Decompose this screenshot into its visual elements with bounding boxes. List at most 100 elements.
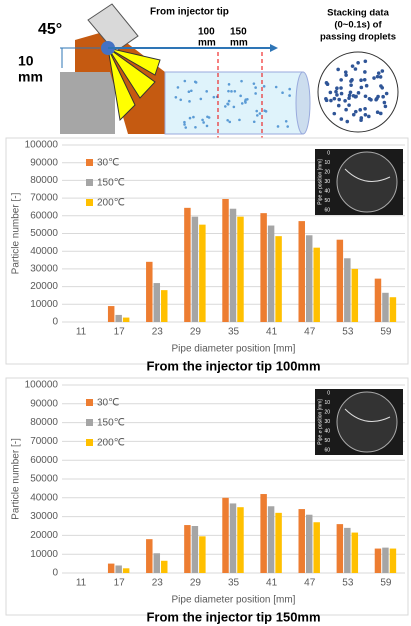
y-tick-label: 90000 xyxy=(30,398,58,409)
inset-tick: 40 xyxy=(324,188,330,194)
droplet xyxy=(343,98,347,103)
droplet xyxy=(258,112,262,115)
y-tick-label: 70000 xyxy=(30,193,58,204)
injector-body xyxy=(60,72,115,134)
droplet xyxy=(344,73,348,77)
droplet xyxy=(332,96,337,101)
inset-label: Pipe ⌀ position [mm] xyxy=(317,159,323,205)
bar xyxy=(351,268,359,322)
bar xyxy=(161,560,168,573)
caption: From the injector tip 100mm xyxy=(146,358,320,373)
y-tick-label: 20000 xyxy=(30,281,58,292)
droplet xyxy=(359,78,363,82)
droplet xyxy=(179,98,183,102)
y-tick-label: 90000 xyxy=(30,157,58,168)
chart-frame xyxy=(5,137,409,365)
inset-tick: 0 xyxy=(327,390,330,396)
bar xyxy=(351,532,359,573)
y-tick-label: 20000 xyxy=(30,530,58,541)
droplet xyxy=(254,86,257,89)
droplet xyxy=(262,85,266,88)
stack-label: Stacking data xyxy=(327,8,389,19)
bar xyxy=(313,522,320,573)
bar xyxy=(191,216,199,322)
droplet xyxy=(192,115,195,119)
bar xyxy=(153,283,161,322)
droplet xyxy=(381,94,385,99)
droplet xyxy=(205,124,209,128)
x-tick-label: 35 xyxy=(228,327,240,338)
x-tick-label: 53 xyxy=(342,578,354,589)
bar xyxy=(184,525,191,573)
x-tick-label: 29 xyxy=(190,327,202,338)
x-axis-label: Pipe diameter position [mm] xyxy=(172,595,296,606)
droplet xyxy=(288,87,291,91)
x-tick-label: 11 xyxy=(76,327,87,338)
bar xyxy=(153,553,161,573)
droplet xyxy=(274,85,278,89)
bar xyxy=(122,317,130,322)
pos-label: mm xyxy=(230,38,248,49)
stack-label: (0~0.1s) of xyxy=(334,20,382,31)
droplet xyxy=(252,82,256,85)
legend-label: 150℃ xyxy=(97,418,125,429)
inset-spray xyxy=(344,168,391,182)
bar xyxy=(305,235,313,322)
pos-label: 150 xyxy=(230,27,247,38)
droplet xyxy=(240,79,243,83)
inset-label: Pipe ⌀ position [mm] xyxy=(317,399,323,445)
droplet xyxy=(286,125,289,128)
bar xyxy=(115,314,122,322)
droplet xyxy=(336,67,340,72)
y-tick-label: 60000 xyxy=(30,210,58,221)
droplet xyxy=(347,96,351,101)
x-axis-label: Pipe diameter position [mm] xyxy=(172,344,296,355)
legend-swatch xyxy=(86,179,93,186)
droplet xyxy=(375,110,380,114)
y-tick-label: 70000 xyxy=(30,436,58,447)
y-tick-label: 50000 xyxy=(30,228,58,239)
droplet xyxy=(356,91,361,95)
inset-tick: 50 xyxy=(324,198,330,204)
legend-label: 30℃ xyxy=(97,398,119,409)
droplet xyxy=(212,95,216,99)
inset-tick: 20 xyxy=(324,409,330,415)
droplet xyxy=(383,104,388,109)
bar xyxy=(336,524,344,573)
droplet xyxy=(228,120,232,124)
bar xyxy=(237,216,244,322)
droplet xyxy=(347,93,352,98)
droplet xyxy=(350,78,354,82)
bar xyxy=(336,239,344,322)
droplet xyxy=(347,103,351,107)
droplet xyxy=(339,91,344,96)
droplet xyxy=(239,94,242,98)
x-tick-label: 29 xyxy=(190,578,202,589)
droplet xyxy=(324,81,329,85)
legend-swatch xyxy=(86,439,93,446)
bar xyxy=(313,247,320,322)
droplet xyxy=(224,105,227,108)
droplet xyxy=(329,98,333,103)
legend-swatch xyxy=(86,419,93,426)
droplet xyxy=(351,93,356,98)
droplet xyxy=(378,111,383,116)
droplet xyxy=(337,97,341,102)
droplets xyxy=(174,79,291,129)
x-tick-label: 17 xyxy=(114,578,126,589)
x-tick-label: 23 xyxy=(152,578,164,589)
pipe xyxy=(164,71,304,135)
pipe-end xyxy=(295,71,311,135)
droplet xyxy=(205,90,208,93)
droplet xyxy=(184,126,188,129)
droplet xyxy=(339,117,344,121)
droplet xyxy=(372,76,376,80)
caption: From the injector tip 150mm xyxy=(146,609,320,624)
bar xyxy=(389,297,397,322)
droplet xyxy=(254,92,257,95)
droplet xyxy=(240,102,244,105)
bar xyxy=(222,497,229,573)
droplet xyxy=(364,83,369,88)
stacked-droplets xyxy=(324,59,389,124)
bar xyxy=(146,261,153,322)
